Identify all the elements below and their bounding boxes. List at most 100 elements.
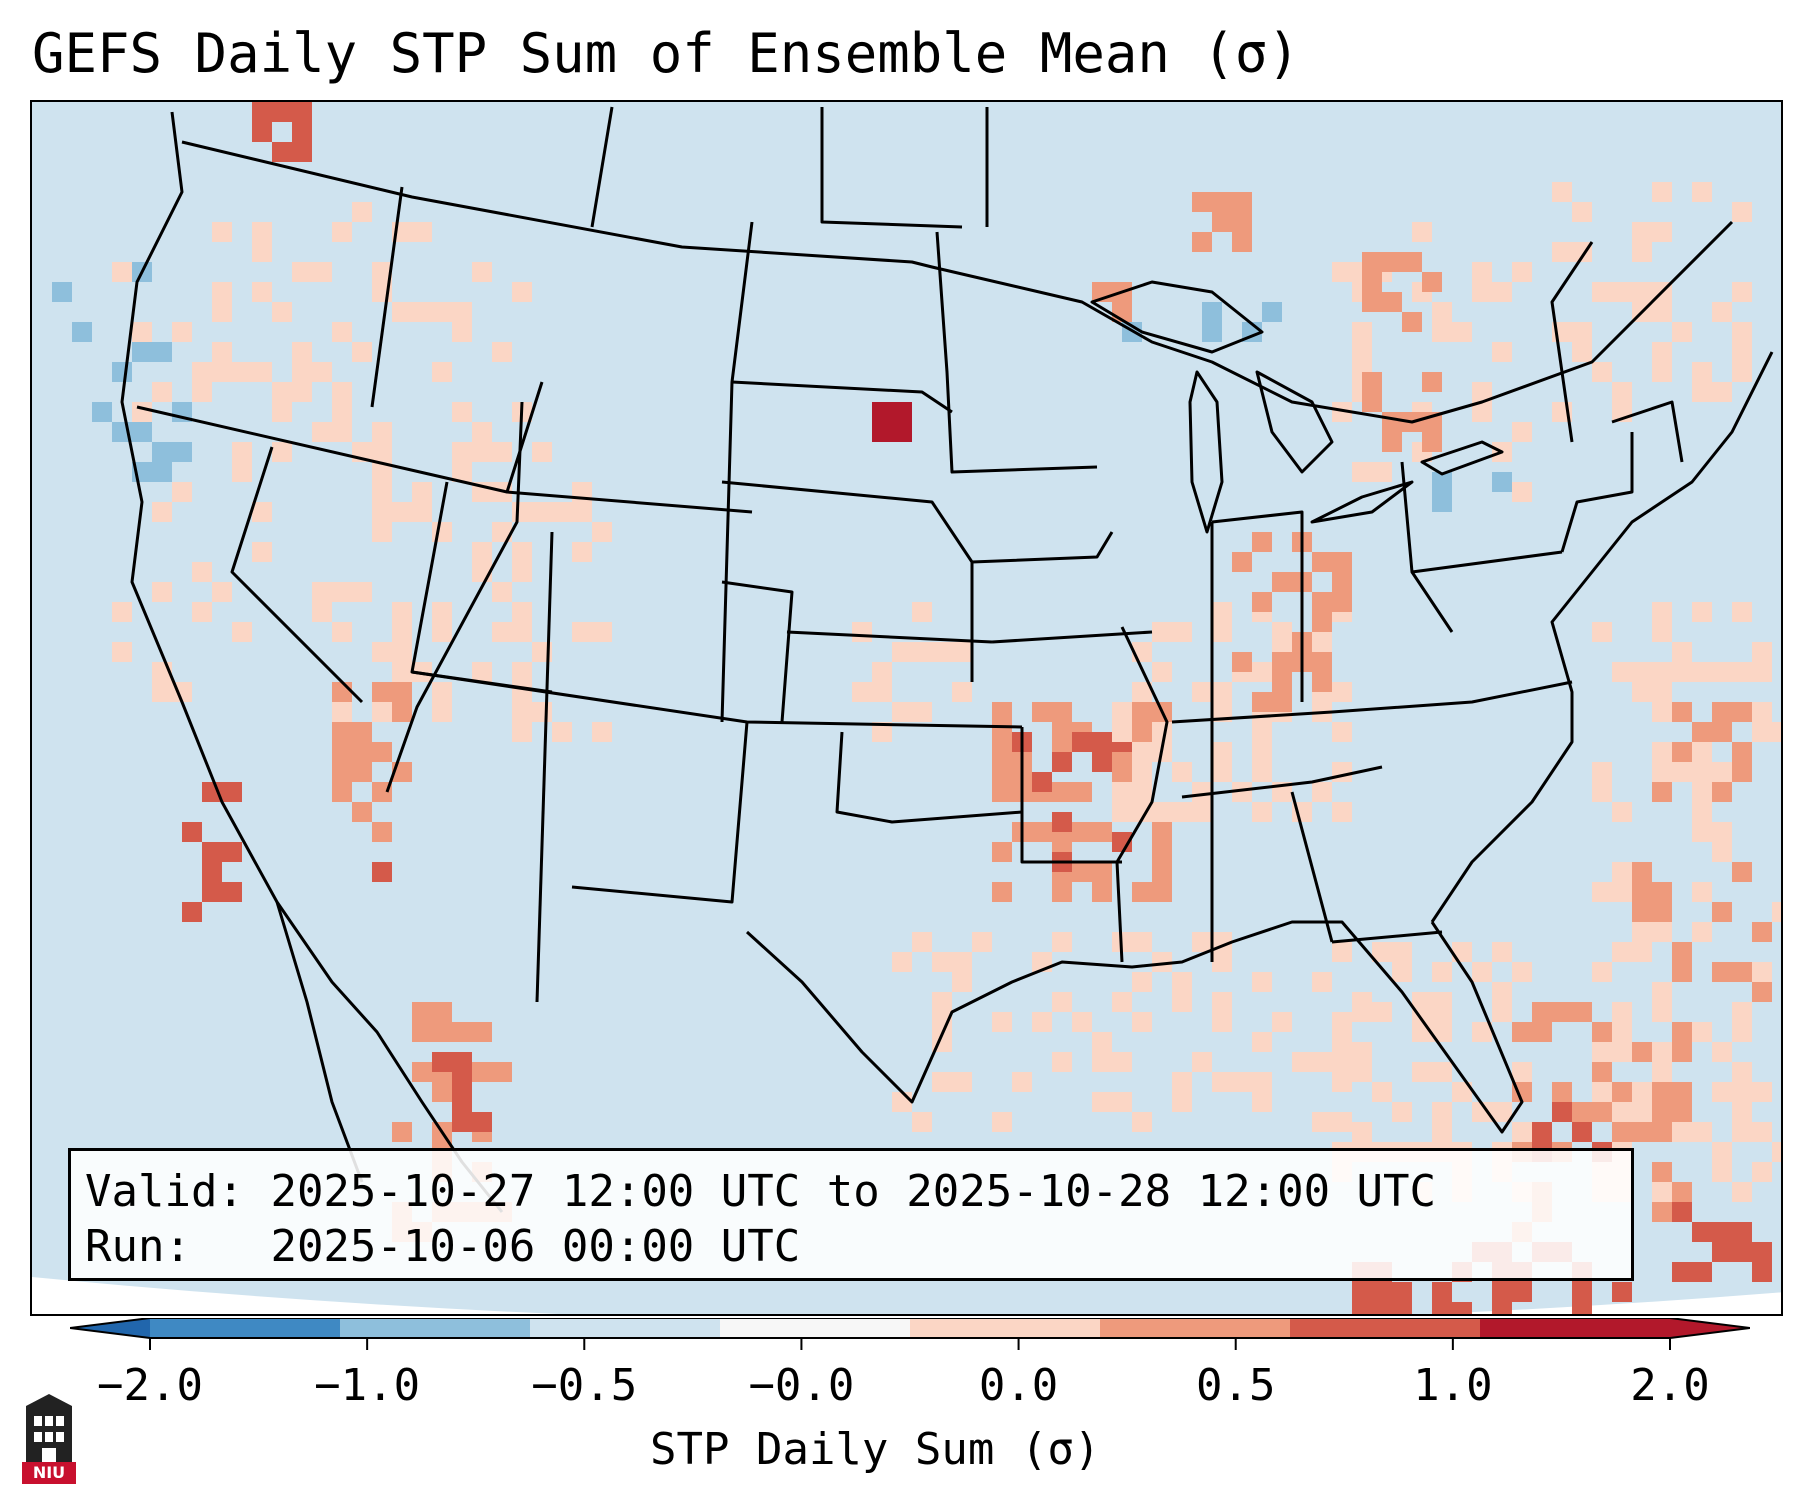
stp-cell xyxy=(1492,942,1512,962)
stp-cell xyxy=(272,302,292,322)
stp-cell xyxy=(372,702,392,722)
stp-cell xyxy=(1712,822,1732,842)
stp-cell xyxy=(1432,322,1452,342)
stp-cell xyxy=(1512,1122,1532,1142)
coastline xyxy=(120,111,504,1213)
stp-cell xyxy=(412,1002,432,1022)
stp-cell xyxy=(1232,232,1252,252)
stp-cell xyxy=(52,282,72,302)
stp-cell xyxy=(1752,982,1772,1002)
stp-cell xyxy=(1732,362,1752,382)
stp-cell xyxy=(192,602,212,622)
stp-cell xyxy=(892,642,912,662)
stp-cell xyxy=(1312,972,1332,992)
stp-cell xyxy=(1212,1012,1232,1032)
stp-cell xyxy=(1732,1062,1752,1082)
stp-cell xyxy=(1332,762,1352,782)
stp-cell xyxy=(112,262,132,282)
stp-cell xyxy=(1172,762,1192,782)
stp-cell xyxy=(182,902,202,922)
stp-cell xyxy=(272,382,292,402)
stp-cell xyxy=(1432,1022,1452,1042)
stp-cell xyxy=(1732,1022,1752,1042)
stp-cell xyxy=(1672,1022,1692,1042)
stp-cell xyxy=(1152,822,1172,842)
stp-cell xyxy=(1632,662,1652,682)
stp-cell xyxy=(172,482,192,502)
stp-cell xyxy=(1172,992,1192,1012)
stp-cell xyxy=(1552,242,1572,262)
stp-cell xyxy=(1092,862,1112,882)
stp-cell xyxy=(352,722,372,742)
stp-cell xyxy=(1032,772,1052,792)
stp-cell xyxy=(1752,702,1772,722)
stp-cell xyxy=(432,1022,452,1042)
stp-cell xyxy=(1112,1092,1132,1112)
stp-cell xyxy=(452,302,472,322)
stp-cell xyxy=(1672,1082,1692,1102)
stp-cell xyxy=(1032,702,1052,722)
stp-cell xyxy=(1432,1122,1452,1142)
stp-cell xyxy=(232,462,252,482)
map-panel xyxy=(30,100,1783,1316)
stp-cell xyxy=(492,442,512,462)
logo-text: NIU xyxy=(22,1462,76,1484)
stp-cell xyxy=(1412,1062,1432,1082)
stp-cell xyxy=(1052,782,1072,802)
stp-cell xyxy=(1592,762,1612,782)
stp-cell xyxy=(1732,702,1752,722)
stp-cell xyxy=(1692,382,1712,402)
stp-cell xyxy=(372,782,392,802)
stp-cell xyxy=(1292,1052,1312,1072)
stp-cell xyxy=(1492,982,1512,1002)
stp-cell xyxy=(1092,752,1112,772)
stp-cell xyxy=(1752,1122,1772,1142)
map-canvas xyxy=(32,102,1781,1314)
stp-cell xyxy=(1152,802,1172,822)
stp-cell xyxy=(1652,1002,1672,1022)
stp-cell xyxy=(1132,722,1152,742)
stp-cell xyxy=(92,402,112,422)
stp-cell xyxy=(1612,662,1632,682)
stp-cell xyxy=(1652,702,1672,722)
stp-cell xyxy=(1512,262,1532,282)
stp-cell xyxy=(372,482,392,502)
stp-cell xyxy=(1692,922,1712,942)
stp-cell xyxy=(1332,402,1352,422)
stp-cell xyxy=(1692,822,1712,842)
stp-cell xyxy=(252,502,272,522)
stp-cell xyxy=(1612,862,1632,882)
stp-cell xyxy=(392,622,412,642)
stp-cell xyxy=(1332,722,1352,742)
stp-cell xyxy=(1232,192,1252,212)
stp-cell xyxy=(232,442,252,462)
stp-cell xyxy=(1732,342,1752,362)
stp-cell xyxy=(1052,992,1072,1012)
stp-cell xyxy=(912,602,932,622)
stp-cell xyxy=(1312,652,1332,672)
stp-cell xyxy=(1272,652,1292,672)
stp-cell xyxy=(1712,1082,1732,1102)
stp-cell xyxy=(1392,962,1412,982)
stp-cell xyxy=(1132,702,1152,722)
stp-cell xyxy=(1392,1282,1412,1302)
stp-cell xyxy=(1422,372,1442,392)
stp-cell xyxy=(1612,382,1632,402)
stp-cell xyxy=(1382,412,1402,432)
stp-cell xyxy=(152,382,172,402)
stp-cell xyxy=(1432,1002,1452,1022)
stp-cell xyxy=(272,142,292,162)
stp-cell xyxy=(152,582,172,602)
stp-cell xyxy=(1632,862,1652,882)
stp-cell xyxy=(1692,1022,1712,1042)
stp-cell xyxy=(1592,1102,1612,1122)
stp-cell xyxy=(1772,722,1781,742)
stp-cell xyxy=(932,642,952,662)
stp-cell xyxy=(1092,1052,1112,1072)
valid-run-box: Valid: 2025-10-27 12:00 UTC to 2025-10-2… xyxy=(68,1148,1634,1281)
stp-cell xyxy=(1192,782,1212,802)
stp-cell xyxy=(952,952,972,972)
colorbar-tick-label: 2.0 xyxy=(1630,1360,1710,1411)
stp-cell xyxy=(1312,1112,1332,1132)
stp-cell xyxy=(1632,1102,1652,1122)
